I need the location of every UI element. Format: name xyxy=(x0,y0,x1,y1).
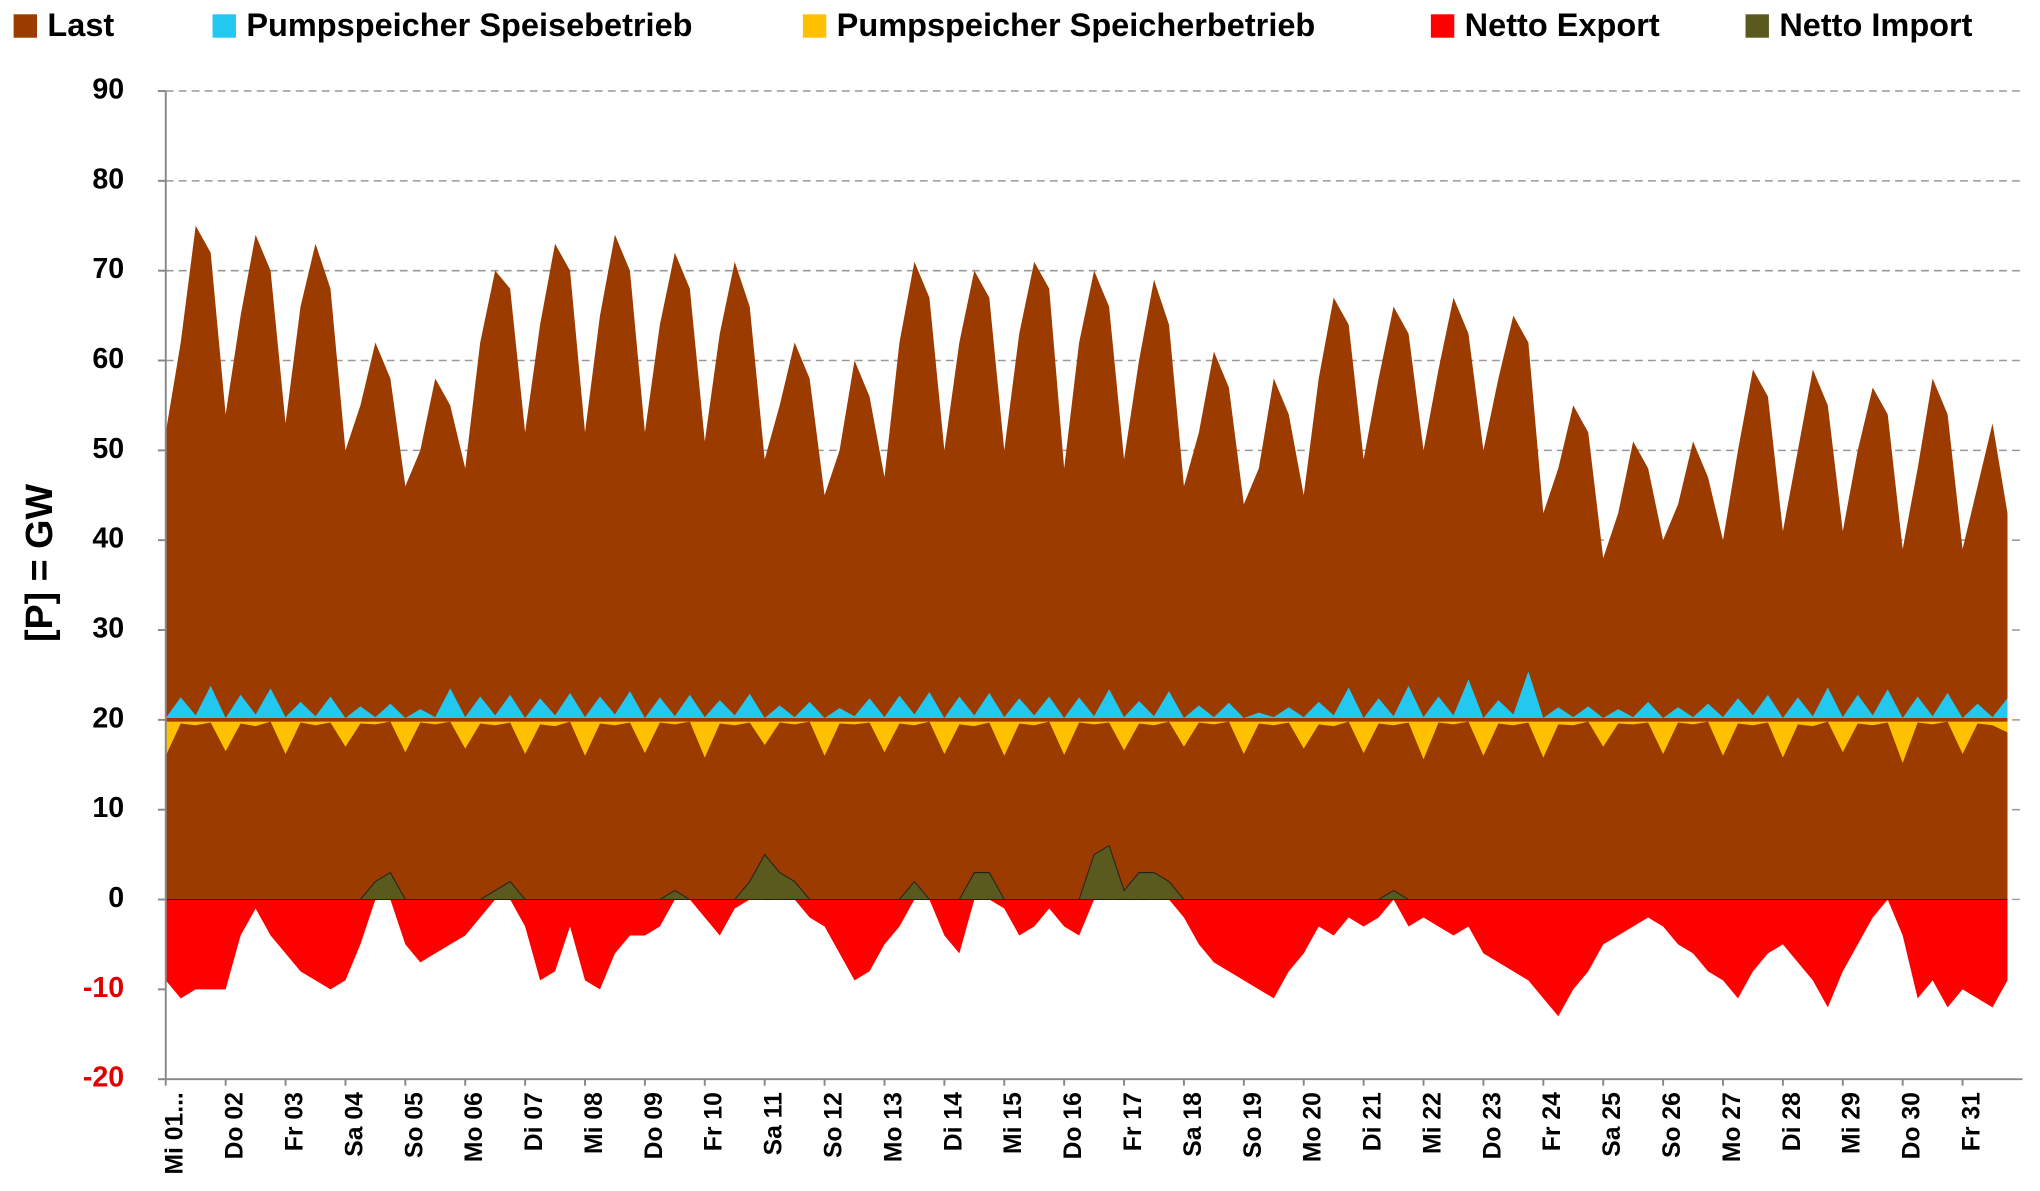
area xyxy=(165,721,2008,763)
y-tick-label: 90 xyxy=(92,74,124,106)
x-tick-label: Sa 11 xyxy=(761,1092,788,1155)
legend-label: Netto Import xyxy=(1779,7,1972,43)
x-tick-label: Do 16 xyxy=(1060,1092,1087,1159)
x-tick-label: Fr 03 xyxy=(281,1092,308,1151)
x-tick-label: So 26 xyxy=(1659,1092,1686,1158)
x-tick-label: Sa 25 xyxy=(1599,1092,1626,1157)
x-tick-label: Mo 27 xyxy=(1719,1092,1746,1162)
x-tick-label: Fr 31 xyxy=(1959,1092,1986,1151)
area xyxy=(165,225,2008,900)
y-tick-label: -20 xyxy=(83,1062,124,1094)
x-tick-label: Di 21 xyxy=(1360,1092,1387,1151)
y-tick-label: 20 xyxy=(92,702,124,734)
y-axis-label: [P] = GW xyxy=(18,484,60,643)
areas xyxy=(165,225,2023,1080)
x-tick-label: Do 09 xyxy=(641,1092,668,1159)
y-tick-label: 60 xyxy=(92,343,124,375)
legend-swatch xyxy=(1430,14,1455,38)
x-tick-label: Mo 13 xyxy=(880,1092,907,1162)
y-tick-label: 10 xyxy=(92,792,124,824)
area xyxy=(165,899,2008,1017)
y-tick-label: -10 xyxy=(83,972,124,1004)
x-tick-label: Sa 18 xyxy=(1180,1092,1207,1157)
x-tick-label: Do 02 xyxy=(222,1092,249,1159)
x-tick-label: Do 23 xyxy=(1479,1092,1506,1159)
legend-label: Pumpspeicher Speicherbetrieb xyxy=(837,7,1316,43)
legend-swatch xyxy=(1745,14,1769,38)
x-tick-label: Fr 24 xyxy=(1539,1092,1566,1151)
y-tick-label: 50 xyxy=(92,433,124,465)
x-tick-label: Sa 04 xyxy=(341,1092,368,1157)
x-tick-label: Mo 20 xyxy=(1300,1092,1327,1162)
legend-swatch xyxy=(13,14,38,38)
x-tick-label: Mi 15 xyxy=(1000,1092,1027,1154)
x-tick-label: Fr 10 xyxy=(701,1092,728,1151)
y-tick-label: 80 xyxy=(92,163,124,195)
x-tick-label: Fr 17 xyxy=(1120,1092,1147,1151)
y-tick-label: 0 xyxy=(108,882,124,914)
legend-label: Last xyxy=(47,7,114,43)
x-tick-label: So 19 xyxy=(1240,1092,1267,1158)
x-tick-label: Mo 06 xyxy=(461,1092,488,1162)
x-tick-label: Mi 22 xyxy=(1419,1092,1446,1154)
x-tick-label: Mi 08 xyxy=(581,1092,608,1154)
y-tick-label: 70 xyxy=(92,253,124,285)
legend-label: Netto Export xyxy=(1465,7,1660,43)
y-tick-label: 30 xyxy=(92,613,124,645)
area xyxy=(165,844,2008,901)
legend-swatch xyxy=(212,14,236,38)
x-tick-label: Do 30 xyxy=(1899,1092,1926,1159)
x-tick-label: Di 14 xyxy=(940,1092,967,1151)
x-tick-label: Di 28 xyxy=(1779,1092,1806,1151)
x-tick-label: Di 07 xyxy=(521,1092,548,1151)
x-tick-label: So 12 xyxy=(821,1092,848,1158)
y-tick-label: 40 xyxy=(92,523,124,555)
legend-label: Pumpspeicher Speisebetrieb xyxy=(246,7,692,43)
x-tick-label: Mi 01... xyxy=(162,1092,189,1174)
area xyxy=(165,671,2008,719)
x-tick-label: Mi 29 xyxy=(1839,1092,1866,1154)
x-tick-label: So 05 xyxy=(401,1092,428,1158)
legend-swatch xyxy=(802,14,827,38)
